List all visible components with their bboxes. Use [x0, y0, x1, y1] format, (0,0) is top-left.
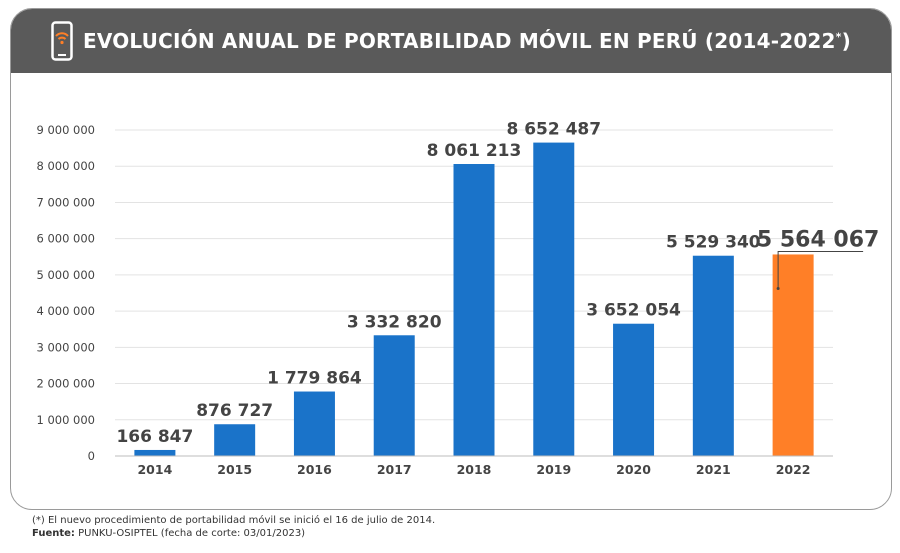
value-label-2014: 166 847: [116, 427, 193, 447]
bar-2016: [293, 391, 335, 456]
smartphone-wifi-icon: [51, 21, 73, 61]
y-tick-label: 2 000 000: [36, 377, 95, 391]
x-tick-label: 2017: [377, 462, 412, 477]
x-tick-label: 2018: [457, 462, 492, 477]
y-tick-label: 7 000 000: [36, 195, 95, 209]
x-tick-label: 2019: [536, 462, 571, 477]
bar-2020: [613, 323, 655, 456]
chart-header: EVOLUCIÓN ANUAL DE PORTABILIDAD MÓVIL EN…: [11, 9, 891, 73]
y-tick-label: 1 000 000: [36, 413, 95, 427]
bar-chart: 0 1 000 000 2 000 000 3 000 000 4 000 000 5 0…: [36, 120, 879, 477]
x-tick-label: 2022: [776, 462, 811, 477]
x-tick-label: 2020: [616, 462, 651, 477]
y-tick-label: 9 000 000: [36, 123, 95, 137]
x-tick-label: 2014: [137, 462, 172, 477]
footnotes: (*) El nuevo procedimiento de portabilid…: [32, 514, 435, 540]
y-tick-label: 0: [88, 449, 95, 463]
value-label-2015: 876 727: [196, 401, 273, 421]
highlight-leader-line: [777, 250, 864, 289]
chart-title: EVOLUCIÓN ANUAL DE PORTABILIDAD MÓVIL EN…: [83, 29, 851, 53]
y-tick-label: 8 000 000: [36, 159, 95, 173]
y-tick-label: 6 000 000: [36, 232, 95, 246]
value-label-2017: 3 332 820: [347, 312, 442, 332]
x-tick-label: 2021: [696, 462, 731, 477]
value-label-2020: 3 652 054: [586, 301, 681, 321]
bar-2015: [214, 424, 256, 456]
y-tick-label: 3 000 000: [36, 340, 95, 354]
bar-2021: [692, 255, 734, 456]
bar-2019: [533, 142, 575, 456]
value-label-2018: 8 061 213: [427, 141, 522, 161]
value-label-2022: 5 564 067: [757, 227, 879, 252]
bar-2022: [772, 254, 814, 456]
y-tick-label: 5 000 000: [36, 268, 95, 282]
value-label-2019: 8 652 487: [506, 120, 601, 140]
x-tick-label: 2015: [217, 462, 252, 477]
value-label-2021: 5 529 340: [666, 233, 761, 253]
chart-card: EVOLUCIÓN ANUAL DE PORTABILIDAD MÓVIL EN…: [10, 8, 892, 510]
footnote-note: (*) El nuevo procedimiento de portabilid…: [32, 515, 436, 526]
highlight-leader-dot: [776, 286, 780, 290]
bar-2014: [134, 449, 176, 456]
bar-2017: [373, 335, 415, 456]
footnote-source: Fuente: PUNKU-OSIPTEL (fecha de corte: 0…: [32, 528, 306, 539]
value-label-2016: 1 779 864: [267, 369, 362, 389]
y-tick-label: 4 000 000: [36, 304, 95, 318]
x-tick-label: 2016: [297, 462, 332, 477]
bar-2018: [453, 164, 495, 456]
